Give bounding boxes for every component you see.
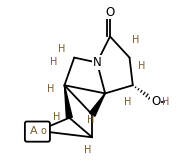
Text: H: H: [54, 112, 61, 122]
Text: H: H: [87, 115, 94, 125]
Text: O: O: [105, 6, 115, 19]
Text: H: H: [50, 58, 58, 68]
Text: H: H: [58, 44, 66, 54]
Text: H: H: [124, 96, 132, 106]
Polygon shape: [89, 93, 105, 116]
Text: H: H: [47, 83, 54, 93]
Text: H: H: [84, 145, 91, 155]
Text: N: N: [93, 56, 101, 69]
Text: H: H: [138, 61, 146, 71]
FancyBboxPatch shape: [25, 122, 50, 142]
Text: O: O: [151, 95, 160, 108]
Text: H: H: [132, 35, 139, 45]
Polygon shape: [64, 85, 72, 118]
Text: A: A: [30, 126, 38, 136]
Text: o: o: [40, 126, 46, 136]
Text: H: H: [162, 96, 170, 106]
